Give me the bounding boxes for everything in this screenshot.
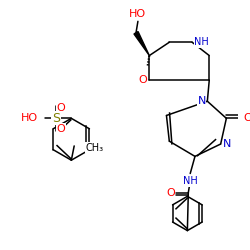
Text: O: O <box>56 103 65 113</box>
Text: CH₃: CH₃ <box>86 143 104 153</box>
Text: HO: HO <box>129 9 146 19</box>
Text: O: O <box>244 113 250 123</box>
Text: HO: HO <box>21 113 38 123</box>
Polygon shape <box>134 32 149 56</box>
Text: O: O <box>166 188 175 198</box>
Text: N: N <box>223 139 232 149</box>
Text: NH: NH <box>194 37 209 47</box>
Text: O: O <box>56 124 65 134</box>
Text: N: N <box>198 96 206 106</box>
Text: NH: NH <box>183 176 198 186</box>
Text: O: O <box>138 75 147 85</box>
Text: S: S <box>52 112 60 125</box>
